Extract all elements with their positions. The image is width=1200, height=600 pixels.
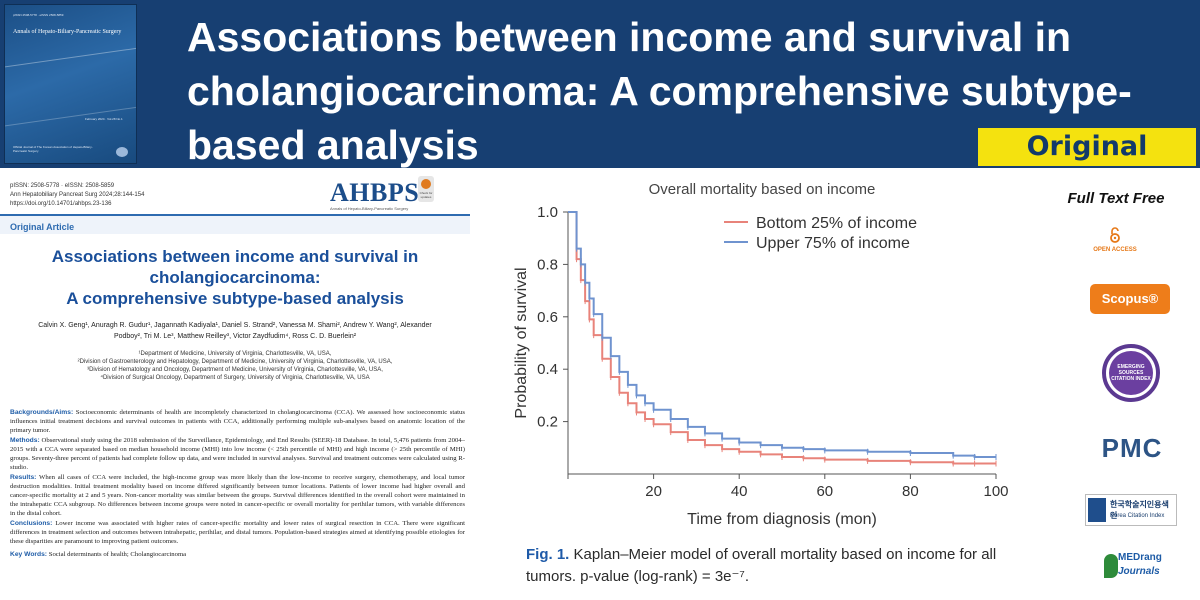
section-label: Original Article	[10, 222, 75, 232]
abstract-text: Lower income was associated with higher …	[10, 520, 465, 545]
legend-label: Upper 75% of income	[756, 235, 910, 252]
medrang-leaf-icon	[1104, 554, 1118, 578]
header-banner: pISSN 2508-5778 · eISSN 2508-5859 Annals…	[0, 0, 1200, 168]
check-updates-icon	[421, 179, 431, 189]
cover-decoration	[5, 47, 136, 127]
meta-citation: Ann Hepatobiliary Pancreat Surg 2024;28:…	[10, 192, 145, 198]
check-updates-label: Check for updates	[419, 191, 433, 199]
abstract-text: Socioeconomic determinants of health are…	[10, 409, 465, 434]
kci-logo-icon	[1088, 498, 1106, 522]
km-chart: Overall mortality based on income 20 40 60 8…	[513, 181, 1009, 528]
journal-cover-image: pISSN 2508-5778 · eISSN 2508-5859 Annals…	[4, 4, 137, 164]
cover-footer: Official Journal of The Korean Associati…	[13, 145, 93, 153]
kci-korean-label: 한국학술지인용색인	[1110, 500, 1169, 520]
y-tick-label: 1.0	[537, 204, 558, 221]
open-access-badge: OPEN ACCESS	[1092, 225, 1138, 259]
x-tick-label: 60	[816, 483, 833, 500]
affiliation: ³Division of Hematology and Oncology, De…	[87, 367, 383, 373]
abstract-text: When all cases of CCA were included, the…	[10, 474, 465, 517]
affiliation: ⁴Division of Surgical Oncology, Departme…	[100, 375, 370, 381]
figure-caption-text: Kaplan–Meier model of overall mortality …	[526, 546, 997, 585]
abstract-text: Observational study using the 2018 submi…	[10, 437, 465, 471]
paper-title-line: A comprehensive subtype-based analysis	[66, 289, 404, 308]
affiliation: ¹Department of Medicine, University of V…	[138, 351, 332, 357]
abstract-text: Social determinants of health; Cholangio…	[47, 551, 187, 558]
abstract-paragraph: Key Words: Social determinants of health…	[10, 550, 465, 559]
paper-first-page: pISSN: 2508-5778 · eISSN: 2508-5859 Ann …	[0, 168, 470, 600]
open-access-lock-icon	[1110, 227, 1120, 243]
ahbps-logo: AHBPS	[330, 178, 420, 207]
kci-badge: 한국학술지인용색인 Korea Citation Index	[1085, 494, 1177, 526]
section-bar	[0, 214, 470, 234]
pmc-badge: PMC	[1096, 430, 1168, 466]
y-axis-label: Probability of survival	[513, 267, 530, 418]
abstract-paragraph: Conclusions: Lower income was associated…	[10, 519, 465, 546]
cover-journal-title: Annals of Hepato-Biliary-Pancreatic Surg…	[13, 29, 122, 35]
cover-issn: pISSN 2508-5778 · eISSN 2508-5859	[13, 13, 64, 17]
abstract-heading: Results:	[10, 474, 37, 481]
cover-volume: February 2024 · Vol.28 No.1	[85, 117, 123, 121]
abstract-paragraph: Results: When all cases of CCA were incl…	[10, 473, 465, 518]
y-tick-label: 0.8	[537, 256, 558, 273]
abstract-heading: Key Words:	[10, 551, 48, 558]
y-tick-label: 0.2	[537, 414, 558, 431]
check-for-updates-button[interactable]: Check for updates	[418, 176, 434, 202]
esci-badge: EMERGING SOURCES CITATION INDEX	[1102, 344, 1160, 402]
x-tick-label: 40	[731, 483, 748, 500]
esci-label: EMERGING SOURCES CITATION INDEX	[1111, 364, 1151, 382]
banner-title: Associations between income and survival…	[187, 14, 1132, 168]
series-line-upper-75	[568, 211, 996, 458]
abstract-paragraph: Backgrounds/Aims: Socioeconomic determin…	[10, 408, 465, 435]
abstract-paragraph: Methods: Observational study using the 2…	[10, 436, 465, 472]
medrang-journals-label: Journals	[1118, 566, 1160, 577]
x-tick-label: 80	[902, 483, 919, 500]
original-article-badge: Original Article	[978, 128, 1196, 200]
scopus-badge: Scopus®	[1090, 284, 1170, 314]
cover-logo-icon	[116, 147, 128, 157]
paper-meta: pISSN: 2508-5778 · eISSN: 2508-5859 Ann …	[10, 182, 144, 209]
paper-title-line: Associations between income and survival…	[51, 247, 419, 266]
figure-caption-label: Fig. 1.	[526, 546, 570, 563]
abstract-heading: Backgrounds/Aims:	[10, 409, 74, 416]
meta-issn: pISSN: 2508-5778 · eISSN: 2508-5859	[10, 183, 115, 189]
abstract-heading: Conclusions:	[10, 520, 53, 527]
open-access-label: OPEN ACCESS	[1093, 247, 1137, 253]
figure-caption: Fig. 1. Kaplan–Meier model of overall mo…	[526, 544, 1006, 588]
x-axis-label: Time from diagnosis (mon)	[687, 511, 877, 528]
ahbps-logo-subtitle: Annals of Hepato-Biliary-Pancreatic Surg…	[330, 206, 409, 211]
paper-title-line: cholangiocarcinoma:	[149, 268, 321, 287]
medrang-badge: MEDrang Journals	[1102, 548, 1162, 590]
meta-doi[interactable]: https://doi.org/10.14701/ahbps.23-136	[10, 201, 112, 207]
y-tick-label: 0.4	[537, 361, 558, 378]
x-tick-label: 20	[645, 483, 662, 500]
paper-authors: Calvin X. Geng¹, Anuragh R. Gudur¹, Jaga…	[38, 322, 432, 340]
abstract-heading: Methods:	[10, 437, 40, 444]
abstract: Backgrounds/Aims: Socioeconomic determin…	[10, 408, 465, 560]
medrang-label: MEDrang	[1118, 552, 1162, 563]
affiliation: ²Division of Gastroenterology and Hepato…	[77, 359, 393, 365]
km-figure: Overall mortality based on income 20 40 60 8…	[478, 168, 1023, 600]
full-text-free-label[interactable]: Full Text Free	[1067, 190, 1165, 207]
legend-label: Bottom 25% of income	[756, 215, 917, 232]
indexing-sidebar: Full Text Free OPEN ACCESS Scopus® EMERG…	[1030, 168, 1200, 600]
paper-title: Associations between income and survival…	[0, 246, 470, 309]
kci-english-label: Korea Citation Index	[1110, 513, 1165, 519]
esci-inner: EMERGING SOURCES CITATION INDEX	[1109, 351, 1153, 395]
paper-affiliations: ¹Department of Medicine, University of V…	[30, 350, 440, 382]
x-tick-label: 100	[983, 483, 1008, 500]
chart-title: Overall mortality based on income	[649, 181, 876, 198]
y-tick-label: 0.6	[537, 309, 558, 326]
